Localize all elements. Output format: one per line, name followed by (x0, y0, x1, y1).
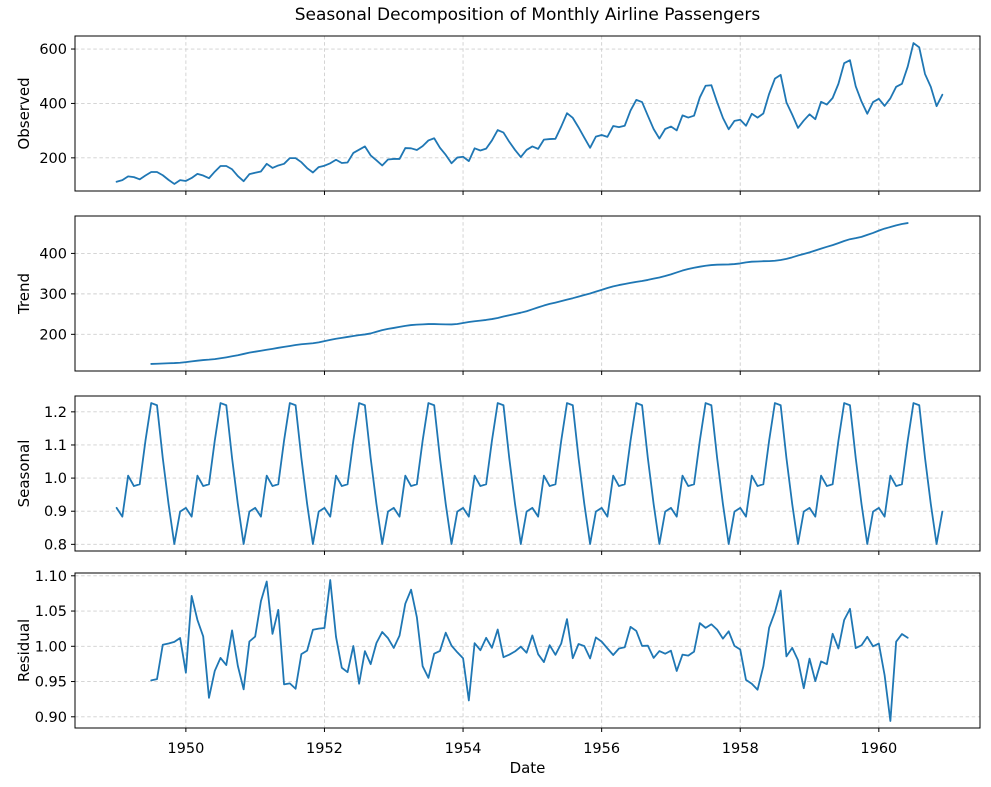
x-tick-label: 1956 (583, 741, 620, 757)
x-tick-label: 1950 (167, 741, 204, 757)
x-tick-label: 1952 (306, 741, 343, 757)
panel-border-residual (74, 572, 981, 729)
x-axis-label: Date (509, 759, 546, 777)
chart-title: Seasonal Decomposition of Monthly Airlin… (294, 5, 761, 25)
y-tick-label-residual: 1.05 (35, 604, 67, 620)
panel-border-observed (74, 35, 981, 192)
y-tick-label-trend: 400 (39, 246, 67, 262)
x-tick-label: 1958 (722, 741, 759, 757)
y-tick-label-residual: 0.90 (35, 710, 67, 726)
y-tick-label-seasonal: 0.9 (44, 504, 67, 520)
panel-border-seasonal (74, 395, 981, 552)
y-tick-label-trend: 200 (39, 327, 67, 343)
tick-marks-seasonal (71, 411, 880, 555)
y-axis-label-trend: Trend (15, 273, 33, 315)
y-axis-label-observed: Observed (15, 77, 33, 149)
y-tick-label-trend: 300 (39, 287, 67, 303)
y-tick-label-observed: 400 (39, 96, 67, 112)
gridlines-residual (75, 573, 980, 728)
tick-marks-residual (71, 575, 880, 732)
gridlines-trend (75, 216, 980, 371)
seasonal-line (115, 402, 944, 545)
y-tick-label-seasonal: 1.0 (44, 471, 67, 487)
panel-seasonal: 0.8 0.9 1.0 1.1 1.2 Seasonal (15, 395, 981, 555)
observed-line (115, 42, 944, 185)
tick-marks-trend (71, 252, 880, 375)
y-axis-label-residual: Residual (15, 619, 33, 682)
y-axis-label-seasonal: Seasonal (15, 440, 33, 508)
panel-observed: 200 400 600 Observed (15, 35, 981, 195)
y-tick-label-observed: 200 (39, 151, 67, 167)
x-tick-label: 1954 (445, 741, 482, 757)
y-tick-label-residual: 1.10 (35, 569, 67, 585)
x-tick-label: 1960 (860, 741, 897, 757)
panel-trend: 200 300 400 Trend (15, 215, 981, 375)
panel-residual: 0.90 0.95 1.00 1.05 1.10 Residual 1950 1952 1954… (15, 569, 981, 757)
residual-line (150, 579, 909, 722)
y-tick-label-observed: 600 (39, 42, 67, 58)
y-tick-label-residual: 0.95 (35, 675, 67, 691)
y-tick-label-seasonal: 0.8 (44, 537, 67, 553)
tick-marks-observed (71, 48, 880, 195)
trend-line (150, 222, 909, 365)
y-tick-label-seasonal: 1.1 (44, 438, 67, 454)
y-tick-label-seasonal: 1.2 (44, 405, 67, 421)
gridlines-observed (75, 36, 980, 191)
y-tick-label-residual: 1.00 (35, 639, 67, 655)
